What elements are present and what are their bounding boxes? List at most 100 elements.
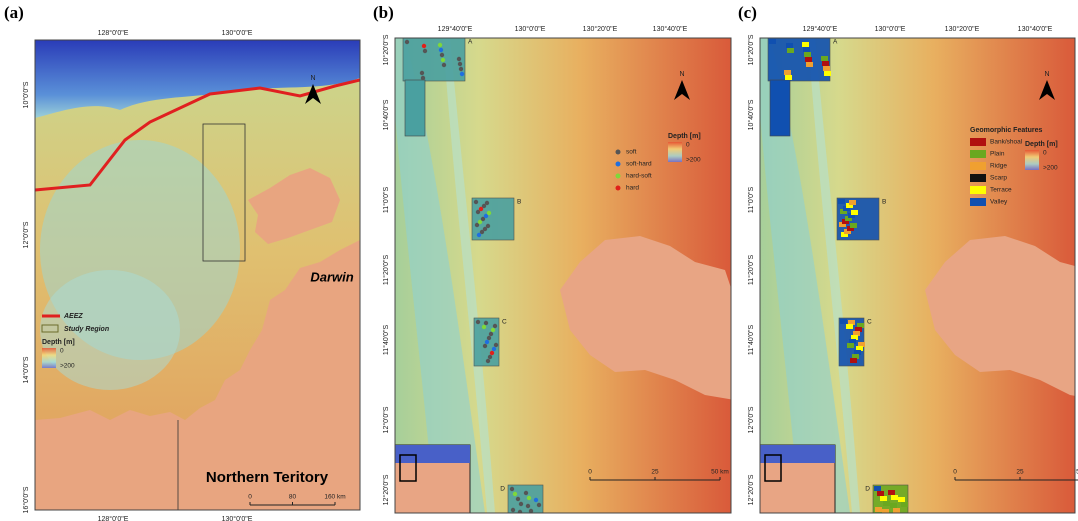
- geomorph-patch: [885, 514, 892, 519]
- geomorph-patch: [850, 223, 857, 228]
- geomorph-patch: [823, 66, 830, 71]
- sample-point: [476, 320, 480, 324]
- geomorph-patch: [896, 513, 903, 518]
- legend-label: Scarp: [990, 175, 1007, 182]
- lat-label: 12°20'0"S: [382, 474, 390, 505]
- legend-swatch: [970, 186, 986, 194]
- map: [755, 38, 1078, 520]
- sample-point: [458, 62, 462, 66]
- lat-label: 10°0'0"S: [22, 81, 30, 108]
- panel-label: (c): [738, 3, 757, 22]
- depth-title: Depth [m]: [668, 133, 701, 140]
- sample-point: [486, 224, 490, 228]
- sample-point: [423, 49, 427, 53]
- lat-label: 12°20'0"S: [747, 474, 755, 505]
- lat-label: 16°0'0"S: [22, 486, 30, 513]
- map: [390, 38, 735, 520]
- depth-ramp: [668, 142, 682, 162]
- sample-point: [487, 336, 491, 340]
- depth-max: >200: [60, 363, 75, 370]
- box-label: C: [867, 319, 872, 326]
- geomorph-patch: [850, 358, 857, 363]
- sample-point: [486, 359, 490, 363]
- depth-title: Depth [m]: [1025, 141, 1058, 148]
- depth-max: >200: [686, 157, 701, 164]
- legend-swatch: [970, 174, 986, 182]
- sample-point: [482, 325, 486, 329]
- sample-point: [537, 503, 541, 507]
- scale-label: 0: [248, 494, 252, 501]
- lon-label: 130°0'0"E: [515, 25, 546, 33]
- sample-point: [485, 340, 489, 344]
- box-label: A: [833, 39, 838, 46]
- lat-label: 11°0'0"S: [382, 186, 390, 213]
- lon-label: 129°40'0"E: [438, 25, 473, 33]
- box-label: A: [468, 39, 473, 46]
- box-label: D: [500, 486, 505, 493]
- legend-swatch: [970, 198, 986, 206]
- legend-label: Plain: [990, 151, 1005, 158]
- lat-label: 12°0'0"S: [747, 406, 755, 433]
- lat-label: 12°0'0"S: [382, 406, 390, 433]
- sample-point: [442, 63, 446, 67]
- sample-point: [526, 504, 530, 508]
- lat-label: 11°40'0"S: [747, 325, 755, 356]
- legend-title: Geomorphic Features: [970, 127, 1042, 134]
- sample-point: [439, 48, 443, 52]
- geomorph-patch: [840, 319, 847, 324]
- lat-label: 10°40'0"S: [747, 99, 755, 130]
- box-label: B: [517, 199, 521, 206]
- legend-swatch: [970, 150, 986, 158]
- north-label: N: [1044, 71, 1049, 78]
- geomorph-patch: [888, 490, 895, 495]
- scale-label: 50 km: [711, 469, 729, 476]
- sample-point: [489, 332, 493, 336]
- legend-label: Study Region: [64, 326, 109, 333]
- geomorph-patch: [891, 495, 898, 500]
- depth-ramp: [42, 348, 56, 368]
- sample-point: [518, 510, 522, 514]
- legend-swatch: [616, 162, 621, 167]
- legend-swatch: [616, 186, 621, 191]
- sample-point: [438, 43, 442, 47]
- sample-box: [403, 38, 465, 81]
- geomorph-patch: [787, 48, 794, 53]
- geomorph-patch: [802, 42, 809, 47]
- geomorph-patch: [784, 70, 791, 75]
- legend-swatch: [616, 174, 621, 179]
- legend-swatch: [970, 138, 986, 146]
- geomorph-patch: [847, 343, 854, 348]
- legend-label: Terrace: [990, 187, 1012, 194]
- geomorph-patch: [804, 52, 811, 57]
- scale-label: 0: [953, 469, 957, 476]
- lat-label: 11°40'0"S: [382, 325, 390, 356]
- geomorph-patch: [806, 62, 813, 67]
- sample-box: [405, 80, 425, 136]
- sample-point: [534, 498, 538, 502]
- geomorph-patch: [786, 43, 793, 48]
- geomorph-patch: [769, 39, 776, 44]
- geomorph-patch: [785, 75, 792, 80]
- north-label: N: [679, 71, 684, 78]
- sample-point: [494, 343, 498, 347]
- sample-point: [510, 487, 514, 491]
- lon-label-bottom: 130°0'0"E: [222, 515, 253, 521]
- north-label: N: [310, 75, 315, 82]
- geomorph-patch: [846, 324, 853, 329]
- legend-label: Bank/shoal: [990, 139, 1023, 146]
- lat-label: 11°20'0"S: [382, 255, 390, 286]
- geomorph-patch: [822, 61, 829, 66]
- box-label: C: [502, 319, 507, 326]
- geomorph-patch: [875, 507, 882, 512]
- inset-sea: [395, 445, 470, 463]
- sample-point: [516, 497, 520, 501]
- legend-label: hard-soft: [626, 173, 652, 180]
- geomorph-patch: [805, 57, 812, 62]
- legend-label: soft: [626, 149, 637, 156]
- geomorph-patch: [803, 47, 810, 52]
- lat-label: 11°20'0"S: [747, 255, 755, 286]
- sample-point: [519, 502, 523, 506]
- scale-label: 25: [651, 469, 659, 476]
- lon-label: 130°20'0"E: [945, 25, 980, 33]
- scale-label: 160 km: [324, 494, 345, 501]
